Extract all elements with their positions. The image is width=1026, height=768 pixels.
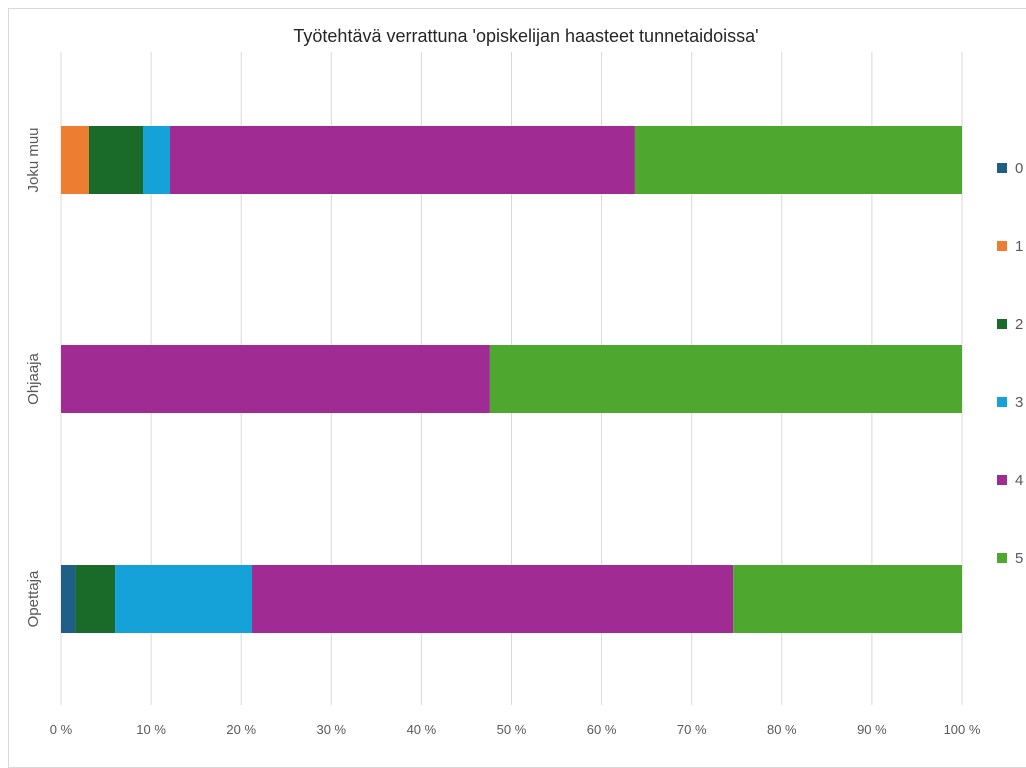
legend-swatch: [997, 475, 1007, 485]
bar-segment: [88, 126, 143, 194]
x-tick-label: 80 %: [767, 722, 797, 737]
category-label: Joku muu: [25, 127, 42, 192]
x-tick-label: 70 %: [677, 722, 707, 737]
x-tick-label: 30 %: [316, 722, 346, 737]
bar-segments: [61, 126, 962, 633]
category-label: Ohjaaja: [25, 352, 42, 404]
bar-segment: [733, 565, 962, 633]
bar-segment: [252, 565, 734, 633]
bar-segment: [75, 565, 116, 633]
x-tick-label: 20 %: [226, 722, 256, 737]
legend-label: 5: [1015, 550, 1023, 567]
x-tick-label: 60 %: [587, 722, 617, 737]
x-tick-label: 40 %: [407, 722, 437, 737]
x-tick-label: 10 %: [136, 722, 166, 737]
bar-segment: [115, 565, 253, 633]
x-tick-label: 50 %: [497, 722, 527, 737]
x-tick-label: 100 %: [944, 722, 981, 737]
x-tick-label: 90 %: [857, 722, 887, 737]
bar-segment: [61, 345, 490, 413]
bar-segment: [61, 565, 76, 633]
legend-swatch: [997, 163, 1007, 173]
legend-label: 4: [1015, 472, 1023, 489]
category-label: Opettaja: [25, 570, 42, 627]
legend: 0 1 2 3 4 5: [997, 160, 1023, 567]
stacked-bar-chart: Työtehtävä verrattuna 'opiskelijan haast…: [25, 26, 1023, 737]
bar-segment: [61, 126, 89, 194]
x-tick-label: 0 %: [50, 722, 73, 737]
bar-segment: [142, 126, 171, 194]
bar-segment: [170, 126, 635, 194]
bar-segment: [634, 126, 962, 194]
legend-swatch: [997, 553, 1007, 563]
legend-label: 0: [1015, 160, 1023, 177]
legend-swatch: [997, 397, 1007, 407]
legend-label: 1: [1015, 238, 1023, 255]
legend-label: 2: [1015, 316, 1023, 333]
x-axis-ticks: 0 % 10 % 20 % 30 % 40 % 50 % 60 % 70 % 80 % 90 % 1…: [50, 722, 981, 737]
bar-segment: [489, 345, 962, 413]
legend-label: 3: [1015, 394, 1023, 411]
legend-swatch: [997, 241, 1007, 251]
category-labels: Opettaja Ohjaaja Joku muu: [25, 127, 42, 627]
chart-title: Työtehtävä verrattuna 'opiskelijan haast…: [293, 26, 758, 46]
legend-swatch: [997, 319, 1007, 329]
